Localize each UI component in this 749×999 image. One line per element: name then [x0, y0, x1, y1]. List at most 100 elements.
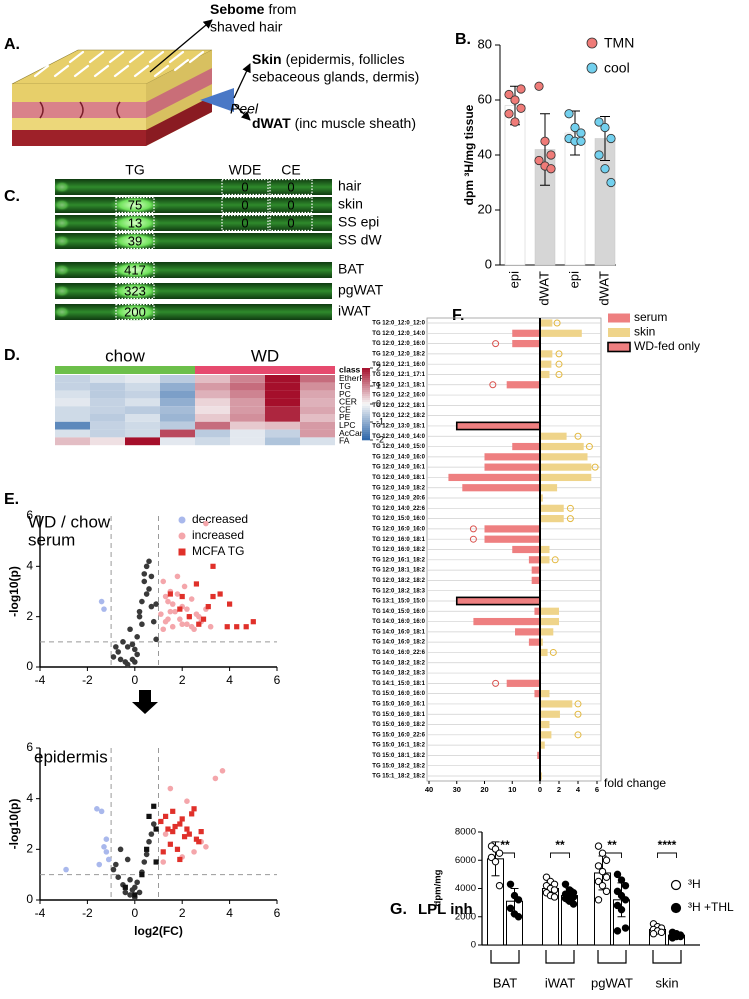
data-point: [181, 834, 188, 840]
data-point: [198, 829, 204, 835]
data-point: [217, 591, 223, 597]
data-point: [203, 844, 209, 850]
bar: [540, 442, 584, 451]
data-point: [193, 581, 200, 587]
colorbar-step: [362, 428, 370, 431]
data-point: [136, 889, 143, 896]
colorbar-step: [362, 382, 370, 385]
data-point: [165, 616, 171, 622]
heatmap-cell: [300, 390, 335, 399]
data-point: [514, 913, 523, 921]
gel-box: [115, 232, 155, 250]
data-point: [617, 905, 626, 914]
data-point: [124, 661, 131, 668]
data-point: [602, 856, 611, 864]
data-point: [186, 831, 192, 837]
skin-rest: (epidermis, follicles: [286, 51, 405, 67]
data-point: [495, 849, 504, 857]
data-point: [550, 886, 559, 894]
heatmap-cell: [300, 382, 335, 391]
bar: [540, 370, 550, 379]
gel-row-label: skin: [338, 196, 363, 212]
gel-value: 0: [287, 179, 294, 194]
y-tick-label: 6: [26, 508, 33, 522]
legend-marker: [670, 879, 682, 891]
heatmap-cell: [300, 398, 335, 407]
gel-edge-spot: [54, 306, 70, 318]
row-label: TG 14:0_18:2_18:2: [372, 660, 425, 666]
heatmap-cell: [195, 414, 230, 422]
data-point: [127, 876, 133, 883]
colorbar-tick-label: 0: [376, 398, 381, 408]
data-point: [132, 892, 138, 898]
bar: [540, 360, 552, 368]
data-point: [153, 826, 159, 832]
data-point: [657, 928, 666, 936]
y-tick-label: 8000: [455, 827, 476, 838]
heatmap-cell: [195, 390, 230, 399]
x-tick-label: 0: [131, 673, 138, 687]
colorbar-step: [362, 406, 370, 409]
y-tick-label: 40: [478, 146, 492, 161]
data-point: [594, 896, 603, 904]
gel-box: [269, 196, 313, 214]
bar: [534, 607, 540, 615]
y-tick-label: 4: [26, 559, 33, 573]
bar: [540, 453, 588, 461]
data-point: [139, 621, 145, 628]
heatmap-row-label: FA: [339, 436, 350, 446]
chart-subtitle: epidermis: [34, 747, 108, 766]
row-label: TG 12:0_18:2_18:3: [372, 588, 425, 594]
heatmap-cell: [125, 406, 160, 414]
bar: [515, 628, 540, 636]
data-point: [184, 606, 190, 612]
x-tick-label: 2: [179, 906, 186, 920]
x-tick-label: -4: [35, 906, 46, 920]
colorbar-step: [362, 368, 370, 371]
data-point: [598, 849, 607, 857]
data-point: [172, 608, 178, 615]
x-tick-label: 4: [226, 673, 233, 687]
bar: [540, 690, 550, 698]
sebome-rest: from: [268, 1, 296, 17]
legend-swatch: [607, 341, 631, 353]
gel-row-label: hair: [338, 178, 362, 194]
colorbar-step: [362, 402, 370, 405]
group-bracket: [490, 950, 520, 964]
data-point: [96, 861, 103, 868]
heatmap-cell: [265, 437, 300, 446]
heatmap-cell: [55, 429, 90, 438]
data-point: [207, 623, 214, 630]
bar: [512, 339, 540, 348]
heatmap-cell: [125, 390, 160, 399]
heatmap-cell: [265, 398, 300, 407]
colorbar-step: [362, 392, 370, 395]
data-point: [141, 578, 148, 585]
data-point: [139, 872, 145, 878]
row-label: TG 12:0_12:1_17:1: [372, 372, 425, 378]
data-point: [141, 859, 148, 865]
bar: [512, 442, 540, 451]
heatmap-cell: [265, 382, 300, 391]
data-point: [191, 849, 197, 855]
x-tick-label: dWAT: [536, 271, 551, 306]
heatmap-cell: [125, 437, 160, 446]
gel-spot: [109, 261, 161, 279]
gel-edge-spot: [54, 285, 70, 297]
y-tick-label: 4000: [455, 883, 476, 894]
data-point: [122, 889, 129, 896]
data-point: [469, 525, 477, 533]
legend-marker: [178, 548, 186, 556]
data-point: [492, 340, 500, 348]
data-point: [594, 862, 603, 870]
gel-value: 323: [124, 283, 146, 298]
gel-lane: [55, 304, 332, 320]
heatmap-cell: [125, 429, 160, 438]
x-tick-label: 6: [274, 906, 281, 920]
data-point: [167, 841, 173, 847]
data-point: [514, 896, 523, 904]
data-point: [167, 608, 174, 615]
heatmap-cell: [300, 406, 335, 414]
heatmap-group-label: WD: [251, 346, 279, 365]
row-label: TG 15:0_16:0_16:0: [372, 691, 425, 697]
